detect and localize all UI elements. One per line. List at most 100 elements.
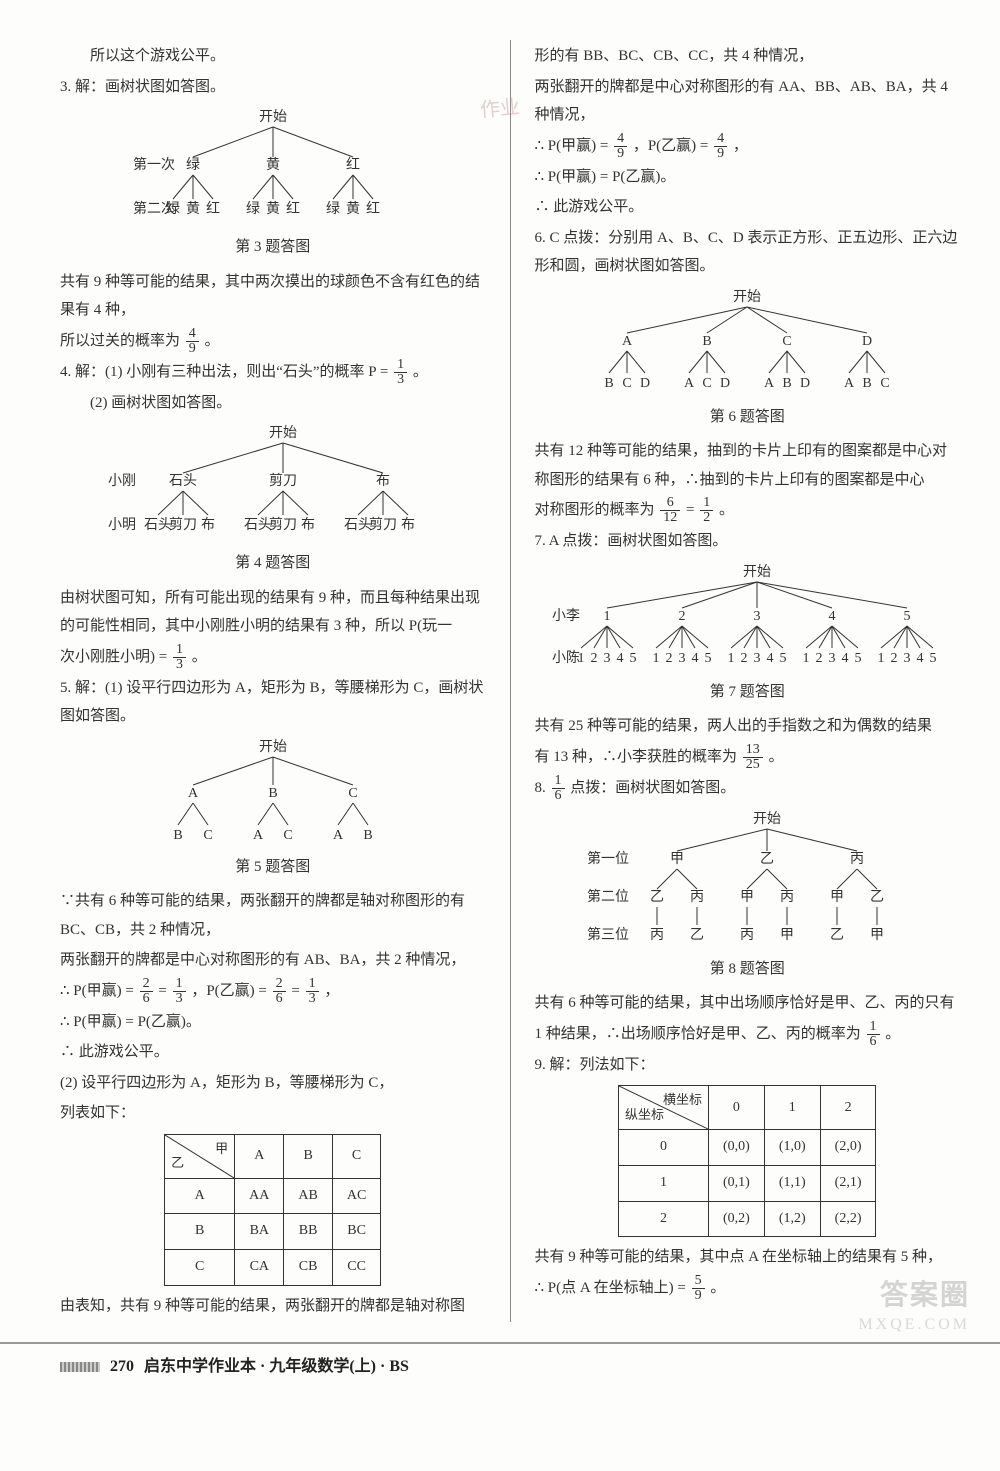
svg-text:黄: 黄 — [186, 200, 200, 217]
svg-text:5: 5 — [855, 651, 862, 666]
svg-text:D: D — [640, 376, 650, 391]
text: (2) 设平行四边形为 A，矩形为 B，等腰梯形为 C， — [60, 1069, 486, 1098]
svg-text:红: 红 — [286, 201, 300, 217]
svg-text:丙: 丙 — [850, 852, 864, 867]
svg-text:1: 1 — [653, 651, 660, 666]
q5-tree: 开始 A B C B C A C A B — [60, 737, 486, 847]
text: 共有 9 种等可能的结果，其中两次摸出的球颜色不含有红色的结果有 4 种， — [60, 268, 486, 325]
svg-text:D: D — [862, 334, 872, 349]
svg-text:甲: 甲 — [830, 890, 844, 905]
svg-text:小刚: 小刚 — [108, 473, 136, 489]
svg-text:2: 2 — [741, 651, 748, 666]
svg-text:小李: 小李 — [552, 608, 580, 624]
text: 两张翻开的牌都是中心对称图形的有 AB、BA，共 2 种情况， — [60, 946, 486, 975]
q5-caption: 第 5 题答图 — [60, 853, 486, 882]
left-column: 所以这个游戏公平。 3. 解：画树状图如答图。 开始 第一次 绿 黄 红 第二次… — [60, 40, 486, 1322]
q4-tree: 开始 小刚 石头 剪刀 布 小明 石头 剪刀 布 石头 剪刀 布 石头 — [60, 423, 486, 543]
text: ∴ P(甲赢) = 26 = 13 ，P(乙赢) = 26 = 13 ， — [60, 977, 486, 1006]
svg-text:A: A — [844, 376, 855, 391]
svg-text:乙: 乙 — [830, 927, 844, 943]
svg-text:开始: 开始 — [743, 564, 771, 580]
svg-text:乙: 乙 — [760, 851, 774, 867]
svg-text:石头: 石头 — [244, 517, 272, 533]
svg-text:2: 2 — [666, 651, 673, 666]
svg-text:5: 5 — [930, 651, 937, 666]
svg-text:1: 1 — [578, 651, 585, 666]
svg-text:D: D — [800, 376, 810, 391]
svg-text:甲: 甲 — [740, 890, 754, 905]
svg-text:A: A — [188, 786, 199, 801]
svg-text:4: 4 — [829, 609, 836, 624]
text: ∴ 此游戏公平。 — [535, 193, 961, 222]
svg-text:布: 布 — [201, 517, 215, 533]
svg-text:B: B — [173, 828, 182, 843]
text: (2) 画树状图如答图。 — [60, 389, 486, 418]
svg-text:绿: 绿 — [166, 201, 180, 217]
text: 1 种结果，∴出场顺序恰好是甲、乙、丙的概率为 16 。 — [535, 1020, 961, 1049]
svg-text:布: 布 — [301, 517, 315, 533]
q6-tree: 开始 A B C D B C D A C — [535, 287, 961, 397]
svg-text:丙: 丙 — [780, 890, 794, 905]
text: ∵共有 6 种等可能的结果，两张翻开的牌都是轴对称图形的有 BC、CB，共 2 … — [60, 887, 486, 944]
svg-text:丙: 丙 — [740, 928, 754, 943]
svg-text:3: 3 — [829, 651, 836, 666]
svg-text:乙: 乙 — [690, 927, 704, 943]
q4-part1: 4. 解：(1) 小刚有三种出法，则出“石头”的概率 P = 13 。 — [60, 358, 486, 387]
text: ∴ 此游戏公平。 — [60, 1038, 486, 1067]
svg-text:红: 红 — [206, 201, 220, 217]
svg-text:C: C — [623, 376, 632, 391]
svg-text:2: 2 — [679, 609, 686, 624]
svg-text:3: 3 — [679, 651, 686, 666]
svg-text:B: B — [363, 828, 372, 843]
svg-text:5: 5 — [705, 651, 712, 666]
svg-text:第二位: 第二位 — [587, 888, 629, 905]
svg-text:布: 布 — [376, 473, 390, 489]
svg-text:4: 4 — [617, 651, 624, 666]
svg-text:开始: 开始 — [269, 425, 297, 441]
text: ∴ P(甲赢) = P(乙赢)。 — [535, 163, 961, 192]
svg-text:小陈: 小陈 — [552, 649, 580, 666]
svg-text:A: A — [764, 376, 775, 391]
svg-text:4: 4 — [917, 651, 924, 666]
svg-text:丙: 丙 — [650, 928, 664, 943]
page-footer: 270 启东中学作业本 · 九年级数学(上) · BS — [0, 1342, 1000, 1402]
column-divider — [510, 40, 511, 1322]
svg-text:剪刀: 剪刀 — [269, 517, 297, 533]
text: 次小刚胜小明) = 13 。 — [60, 643, 486, 672]
svg-text:A: A — [253, 828, 264, 843]
svg-text:甲: 甲 — [870, 928, 884, 943]
q3-caption: 第 3 题答图 — [60, 233, 486, 262]
svg-text:剪刀: 剪刀 — [269, 473, 297, 489]
q8-label: 8. 16 点拨：画树状图如答图。 — [535, 774, 961, 803]
q9-label: 9. 解：列法如下： — [535, 1051, 961, 1080]
q7-tree: 开始 小李 1 2 3 4 5 小陈 123451234512345123451… — [535, 562, 961, 672]
svg-text:第一次: 第一次 — [133, 156, 175, 173]
text: 共有 25 种等可能的结果，两人出的手指数之和为偶数的结果 — [535, 712, 961, 741]
svg-text:A: A — [622, 334, 633, 349]
svg-text:开始: 开始 — [733, 289, 761, 305]
svg-text:黄: 黄 — [266, 156, 280, 173]
svg-text:C: C — [703, 376, 712, 391]
svg-text:黄: 黄 — [346, 200, 360, 217]
text: 所以过关的概率为 49 。 — [60, 327, 486, 356]
svg-text:开始: 开始 — [259, 739, 287, 755]
svg-text:5: 5 — [780, 651, 787, 666]
svg-text:2: 2 — [591, 651, 598, 666]
svg-text:4: 4 — [692, 651, 699, 666]
svg-text:A: A — [333, 828, 344, 843]
svg-text:B: B — [863, 376, 872, 391]
svg-text:5: 5 — [904, 609, 911, 624]
svg-text:D: D — [720, 376, 730, 391]
svg-text:C: C — [283, 828, 292, 843]
svg-text:1: 1 — [604, 609, 611, 624]
q7-label: 7. A 点拨：画树状图如答图。 — [535, 527, 961, 556]
q8-tree: 开始 第一位 甲 乙 丙 第二位 乙 丙 甲 丙 甲 乙 — [535, 809, 961, 949]
svg-text:1: 1 — [878, 651, 885, 666]
svg-text:4: 4 — [767, 651, 774, 666]
q6-caption: 第 6 题答图 — [535, 403, 961, 432]
text: 所以这个游戏公平。 — [60, 42, 486, 71]
svg-text:开始: 开始 — [753, 811, 781, 827]
svg-text:石头: 石头 — [144, 517, 172, 533]
svg-text:丙: 丙 — [690, 890, 704, 905]
svg-text:乙: 乙 — [870, 889, 884, 905]
